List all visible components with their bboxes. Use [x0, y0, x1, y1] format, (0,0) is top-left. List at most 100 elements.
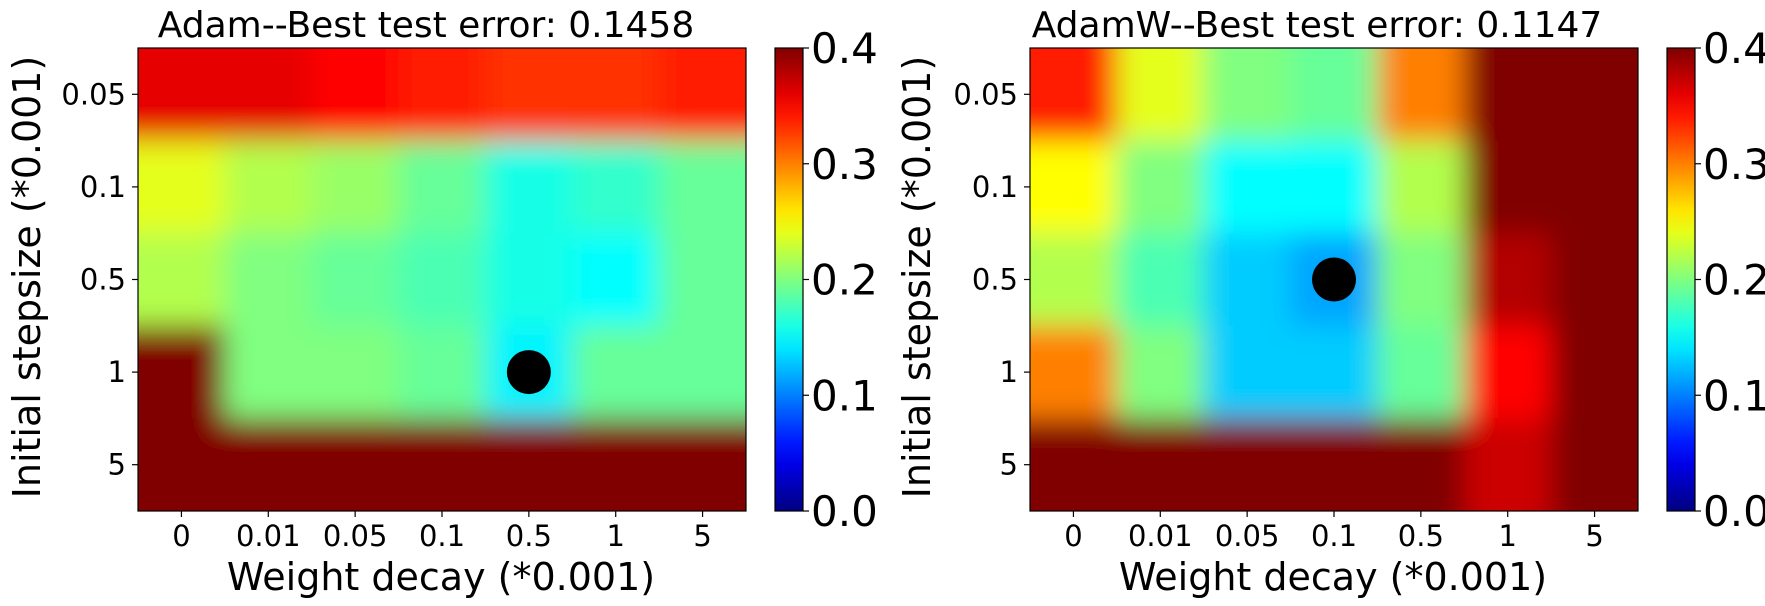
heatmap-cell: [224, 140, 313, 234]
heatmap-cell: [1551, 325, 1638, 419]
x-tick-label: 0.1: [419, 519, 465, 553]
y-axis-label: Initial stepsize (*0.001): [5, 56, 49, 499]
heatmap-cell: [572, 325, 660, 419]
heatmap-cell: [659, 48, 746, 142]
heatmap-cell: [1030, 140, 1118, 234]
x-tick-label: 0.01: [236, 519, 301, 553]
best-marker: [506, 350, 551, 395]
heatmap-cell: [659, 325, 746, 419]
heatmap-cell: [1464, 140, 1552, 234]
y-tick-label: 1: [1000, 355, 1018, 389]
colorbar-tick-label: 0.1: [811, 371, 878, 420]
heatmap-cell: [1116, 325, 1205, 419]
colorbar: 0.0 0.1 0.2 0.3 0.4: [1666, 24, 1765, 536]
y-tick-label: 5: [108, 448, 126, 482]
x-tick-label: 1: [606, 519, 624, 553]
heatmap-cell: [311, 418, 400, 511]
heatmap-cell: [1290, 325, 1378, 419]
heatmap-cell: [1203, 418, 1292, 511]
heatmap-cell: [138, 140, 226, 234]
heatmap-cell: [1203, 325, 1292, 419]
x-tick-label: 0.01: [1128, 519, 1193, 553]
chart-title: AdamW--Best test error: 0.1147: [1032, 5, 1603, 46]
heatmap-cell: [1030, 233, 1118, 327]
heatmap-cell: [138, 233, 226, 327]
heatmap-cell: [485, 418, 573, 511]
colorbar-tick-label: 0.0: [1703, 487, 1765, 536]
heatmap-cell: [1116, 48, 1205, 142]
colorbar-tick-label: 0.0: [811, 487, 878, 536]
colorbar-gradient: [774, 47, 804, 512]
colorbar-tick-label: 0.2: [811, 256, 878, 305]
colorbar-tick-label: 0.4: [1703, 24, 1765, 73]
x-tick-label: 0.1: [1311, 519, 1357, 553]
heatmap-cell: [138, 418, 226, 511]
y-tick-label: 0.05: [61, 77, 126, 111]
x-tick-label: 1: [1498, 519, 1516, 553]
heatmap-cell: [1377, 233, 1465, 327]
x-axis-label: Weight decay (*0.001): [1119, 555, 1547, 599]
heatmap-cell: [1116, 233, 1205, 327]
x-axis-label: Weight decay (*0.001): [227, 555, 655, 599]
heatmap-cell: [1203, 233, 1292, 327]
heatmap: [1030, 48, 1638, 511]
heatmap-cell: [659, 418, 746, 511]
heatmap-cell: [659, 140, 746, 234]
colorbar-tick-label: 0.3: [811, 140, 878, 189]
heatmap-cell: [1030, 418, 1118, 511]
heatmap-cell: [398, 325, 486, 419]
colorbar-tick-label: 0.3: [1703, 140, 1765, 189]
x-tick-label: 5: [693, 519, 711, 553]
heatmap-cell: [1290, 418, 1378, 511]
y-tick-label: 0.5: [80, 263, 126, 297]
heatmap-cell: [1551, 140, 1638, 234]
y-tick-label: 0.1: [972, 170, 1018, 204]
colorbar-tick-label: 0.4: [811, 24, 878, 73]
heatmap-cell: [138, 325, 226, 419]
x-tick-label: 0.5: [506, 519, 552, 553]
heatmap-cell: [1464, 233, 1552, 327]
heatmap-cell: [311, 233, 400, 327]
y-tick-label: 1: [108, 355, 126, 389]
x-tick-label: 0.5: [1398, 519, 1444, 553]
y-tick-label: 5: [1000, 448, 1018, 482]
heatmap-cell: [1030, 325, 1118, 419]
heatmap-cell: [485, 48, 573, 142]
heatmap-cell: [224, 48, 313, 142]
x-tick-label: 0: [172, 519, 190, 553]
colorbar: 0.0 0.1 0.2 0.3 0.4: [774, 24, 878, 536]
heatmap-cell: [485, 140, 573, 234]
heatmap-cell: [485, 233, 573, 327]
heatmap-cell: [138, 48, 226, 142]
heatmap-cell: [1377, 325, 1465, 419]
colorbar-tick-label: 0.1: [1703, 371, 1765, 420]
heatmap-cell: [311, 48, 400, 142]
heatmap-cell: [224, 325, 313, 419]
heatmap-cell: [572, 48, 660, 142]
chart-title: Adam--Best test error: 0.1458: [158, 5, 694, 46]
heatmap-cell: [398, 140, 486, 234]
heatmap-cell: [659, 233, 746, 327]
heatmap-cell: [1377, 418, 1465, 511]
x-tick-label: 0: [1064, 519, 1082, 553]
heatmap-cell: [1464, 418, 1552, 511]
heatmap-cell: [1551, 48, 1638, 142]
y-axis-label: Initial stepsize (*0.001): [895, 56, 939, 499]
heatmap-cell: [1203, 48, 1292, 142]
y-tick-label: 0.5: [972, 263, 1018, 297]
heatmap-cell: [398, 48, 486, 142]
best-marker: [1312, 257, 1356, 302]
heatmap-cell: [1116, 418, 1205, 511]
heatmap-cell: [1464, 325, 1552, 419]
heatmap-cell: [1377, 140, 1465, 234]
heatmap-cell: [224, 418, 313, 511]
heatmap-cell: [1290, 140, 1378, 234]
heatmap-cell: [1551, 233, 1638, 327]
y-tick-label: 0.05: [953, 77, 1018, 111]
heatmap-cell: [311, 140, 400, 234]
colorbar-gradient: [1666, 47, 1696, 512]
heatmap: [138, 48, 746, 511]
x-tick-label: 0.05: [323, 519, 388, 553]
heatmap-cell: [1464, 48, 1552, 142]
